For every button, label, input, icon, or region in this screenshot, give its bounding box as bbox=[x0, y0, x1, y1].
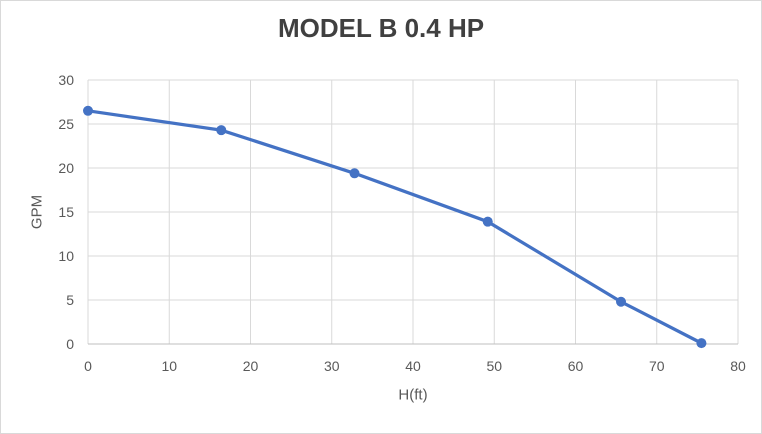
y-tick-label: 0 bbox=[66, 336, 74, 352]
data-line bbox=[86, 109, 704, 345]
y-axis-title: GPM bbox=[28, 194, 46, 230]
data-point bbox=[83, 105, 93, 116]
x-tick-label: 20 bbox=[243, 358, 259, 374]
data-point bbox=[696, 338, 707, 349]
data-point bbox=[482, 216, 493, 227]
x-tick-label: 0 bbox=[84, 358, 92, 374]
x-tick-label: 70 bbox=[649, 358, 665, 374]
y-tick-label: 30 bbox=[58, 72, 74, 88]
y-tick-label: 10 bbox=[58, 248, 74, 264]
x-tick-label: 60 bbox=[568, 358, 584, 374]
y-tick-label: 25 bbox=[58, 116, 74, 132]
chart-title: MODEL B 0.4 HP bbox=[277, 13, 485, 43]
data-point bbox=[349, 168, 360, 179]
data-point bbox=[616, 296, 626, 307]
data-point bbox=[216, 125, 227, 136]
y-tick-label: 20 bbox=[58, 160, 74, 176]
x-tick-label: 30 bbox=[324, 358, 340, 374]
x-axis-title: H(ft) bbox=[398, 386, 428, 404]
y-tick-label: 15 bbox=[58, 204, 74, 220]
x-tick-label: 40 bbox=[405, 358, 421, 374]
x-tick-label: 80 bbox=[730, 358, 746, 374]
y-tick-label: 5 bbox=[66, 292, 74, 308]
x-tick-label: 50 bbox=[486, 358, 502, 374]
x-tick-label: 10 bbox=[161, 358, 177, 374]
